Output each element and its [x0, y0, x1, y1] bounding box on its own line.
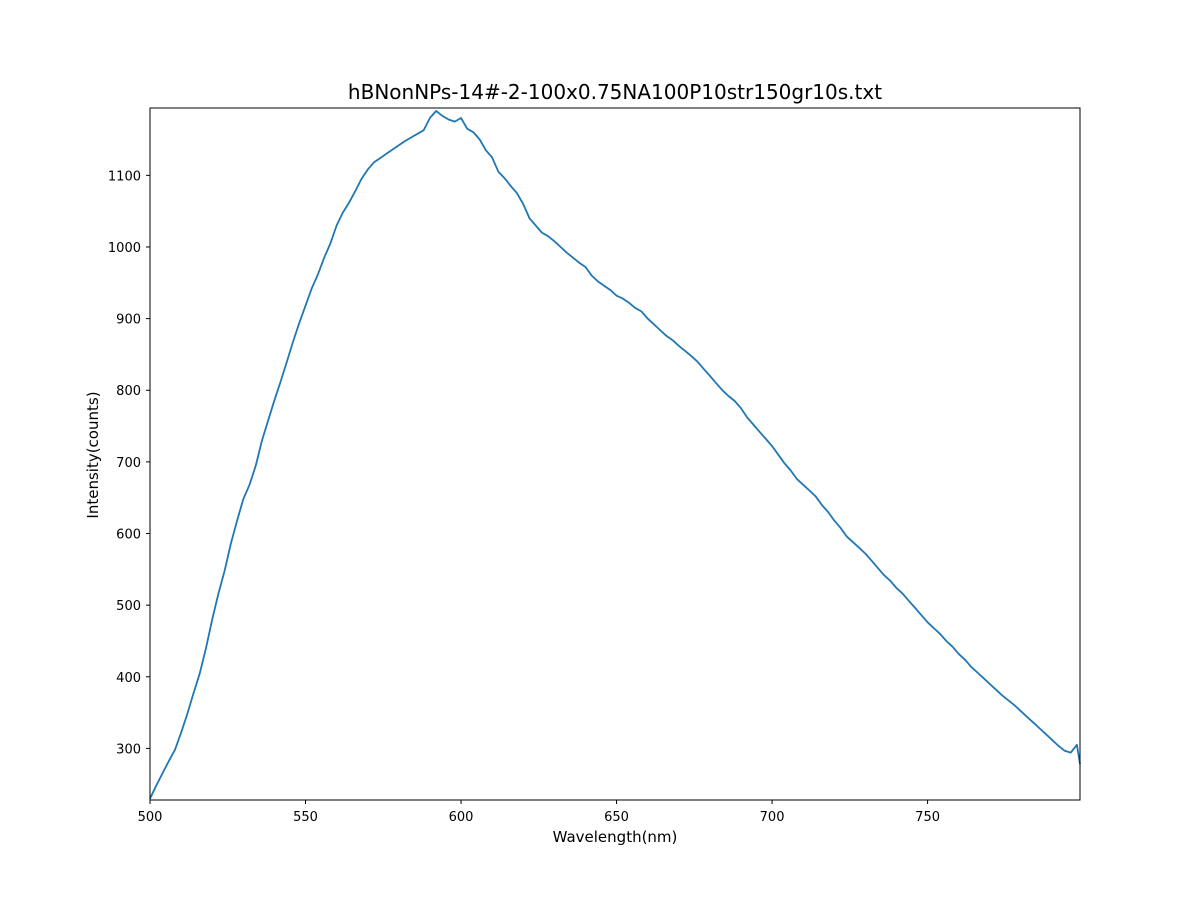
y-tick-label: 300 [116, 742, 141, 757]
axes-frame [149, 107, 1081, 801]
y-tick-label: 600 [116, 528, 141, 543]
y-tick-label: 800 [116, 384, 141, 399]
y-tick-label: 1100 [108, 169, 141, 184]
chart-title: hBNonNPs-14#-2-100x0.75NA100P10str150gr1… [348, 80, 882, 104]
y-tick-label: 500 [116, 599, 141, 614]
x-axis-label: Wavelength(nm) [553, 828, 678, 846]
y-axis-label: Intensity(counts) [84, 391, 102, 518]
plot-area [149, 110, 1081, 799]
y-axis-ticks: 300 400 500 600 700 800 900 1000 1100 [108, 169, 150, 757]
y-tick-label: 900 [116, 313, 141, 328]
series-line [149, 110, 1081, 799]
x-tick-label: 550 [293, 810, 318, 825]
x-tick-label: 500 [138, 810, 163, 825]
y-tick-label: 700 [116, 456, 141, 471]
x-tick-label: 700 [760, 810, 785, 825]
x-tick-label: 600 [449, 810, 474, 825]
x-tick-label: 650 [604, 810, 629, 825]
y-tick-label: 1000 [108, 241, 141, 256]
y-tick-label: 400 [116, 671, 141, 686]
x-tick-label: 750 [915, 810, 940, 825]
x-axis-ticks: 500 550 600 650 700 750 [138, 800, 940, 825]
